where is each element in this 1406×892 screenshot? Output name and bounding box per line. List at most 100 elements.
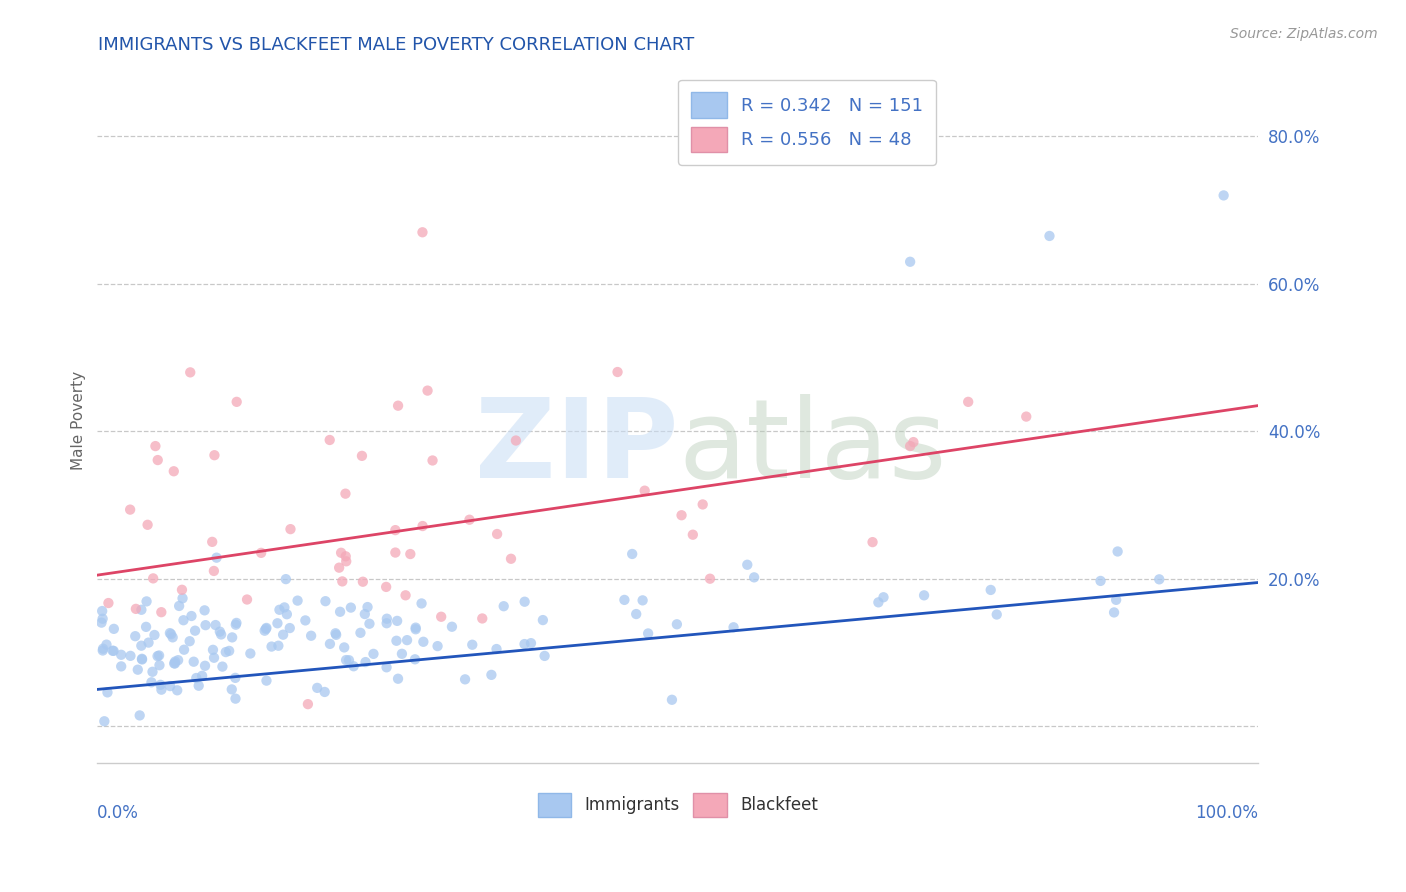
Text: IMMIGRANTS VS BLACKFEET MALE POVERTY CORRELATION CHART: IMMIGRANTS VS BLACKFEET MALE POVERTY COR… [98,36,695,54]
Point [224,691,246,706]
Point [481,668,503,682]
Point [202,564,225,578]
Point [411,225,433,239]
Point [335,549,357,564]
Point [416,384,439,398]
Point [254,622,277,636]
Point [146,649,169,664]
Point [1105,592,1128,607]
Point [194,603,217,617]
Point [204,618,226,632]
Point [375,580,398,594]
Point [405,622,427,636]
Point [236,592,259,607]
Point [135,594,157,608]
Point [143,628,166,642]
Point [471,611,494,625]
Point [273,600,295,615]
Point [440,620,463,634]
Point [330,546,353,560]
Point [307,681,329,695]
Point [405,621,427,635]
Point [271,628,294,642]
Point [103,644,125,658]
Point [329,605,352,619]
Point [737,558,759,572]
Point [163,657,186,671]
Text: 100.0%: 100.0% [1195,805,1258,822]
Point [180,609,202,624]
Point [337,653,360,667]
Point [191,669,214,683]
Point [399,547,422,561]
Point [898,254,921,268]
Point [606,365,628,379]
Point [430,609,453,624]
Point [325,628,347,642]
Point [269,603,291,617]
Point [276,607,298,622]
Point [131,652,153,666]
Point [723,620,745,634]
Point [485,642,508,657]
Point [349,625,371,640]
Point [661,693,683,707]
Point [167,599,190,613]
Point [294,614,316,628]
Point [1090,574,1112,588]
Point [90,615,112,630]
Point [385,614,408,628]
Point [742,570,765,584]
Point [354,655,377,669]
Point [513,637,536,651]
Point [340,600,363,615]
Point [394,588,416,602]
Point [898,439,921,453]
Point [163,657,186,671]
Point [160,627,183,641]
Point [167,653,190,667]
Point [486,527,509,541]
Point [194,618,217,632]
Point [350,449,373,463]
Point [1015,409,1038,424]
Point [254,621,277,635]
Point [986,607,1008,622]
Point [624,607,647,621]
Point [499,551,522,566]
Point [186,671,208,685]
Point [221,682,243,697]
Point [150,682,173,697]
Point [96,638,118,652]
Point [699,572,721,586]
Point [385,633,408,648]
Point [91,641,114,656]
Point [957,395,980,409]
Point [461,638,484,652]
Text: atlas: atlas [678,394,946,501]
Point [183,655,205,669]
Text: 0.0%: 0.0% [97,805,139,822]
Text: ZIP: ZIP [475,394,678,501]
Point [637,626,659,640]
Point [359,616,381,631]
Point [299,629,322,643]
Point [127,663,149,677]
Point [91,604,114,618]
Point [868,595,890,609]
Point [352,574,374,589]
Point [387,672,409,686]
Point [862,535,884,549]
Point [239,647,262,661]
Point [194,658,217,673]
Point [149,678,172,692]
Point [314,685,336,699]
Point [211,659,233,673]
Point [375,612,398,626]
Point [297,697,319,711]
Point [218,644,240,658]
Point [912,588,935,602]
Point [325,626,347,640]
Point [205,550,228,565]
Point [166,683,188,698]
